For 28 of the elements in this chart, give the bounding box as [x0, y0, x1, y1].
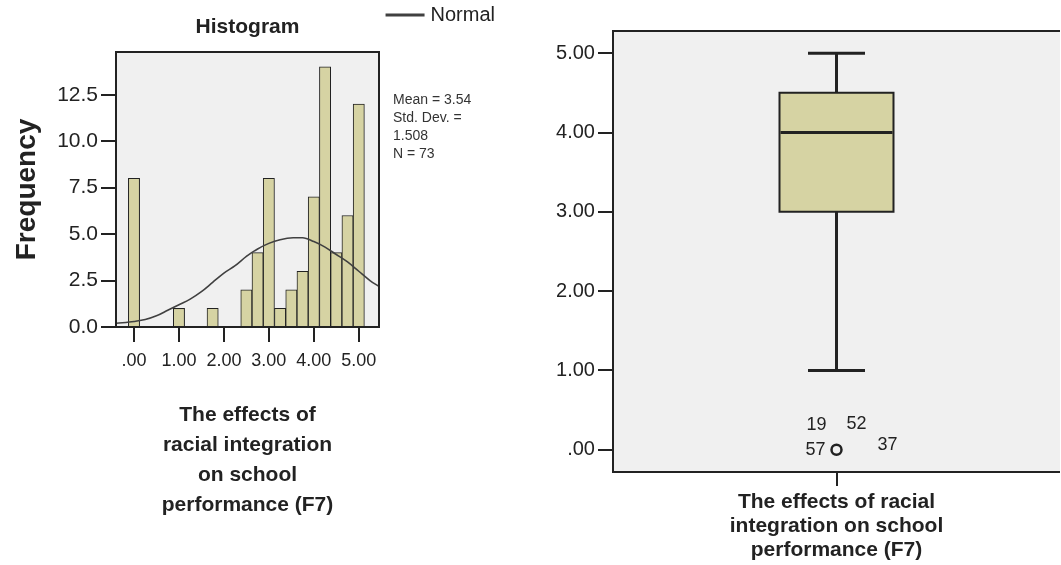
x-tick-label: 3.00	[251, 349, 287, 370]
y-tick-label: 4.00	[556, 120, 595, 143]
y-axis-title: Frequency	[9, 118, 41, 261]
y-tick-label: 2.00	[556, 278, 595, 301]
y-tick-label: 7.5	[68, 174, 98, 198]
annotation: 37	[877, 433, 898, 454]
y-tick-label: 2.5	[68, 267, 98, 291]
line-series	[116, 237, 379, 325]
y-tick-label: 10.0	[57, 127, 98, 151]
text: N = 73	[393, 144, 435, 161]
annotation: 19	[806, 413, 827, 434]
x-tick-label: 1.00	[161, 349, 197, 370]
text: Std. Dev. = 1.508	[393, 108, 462, 143]
chart-title: Histogram	[195, 13, 300, 37]
annotation: 57	[805, 438, 826, 459]
y-tick-label: .00	[567, 437, 595, 460]
legend-label: Normal	[430, 2, 495, 25]
y-tick-label: 5.00	[556, 40, 595, 63]
text: Mean = 3.54	[393, 90, 472, 107]
x-tick-label: 5.00	[341, 349, 377, 370]
x-tick-label: .00	[121, 349, 147, 370]
y-tick-label: 0.0	[68, 313, 98, 337]
y-tick-label: 12.5	[57, 81, 98, 105]
x-tick-label: 2.00	[206, 349, 242, 370]
x-tick-label: 4.00	[296, 349, 332, 370]
annotation: 52	[846, 412, 867, 433]
y-tick-label: 5.0	[68, 220, 98, 244]
y-tick-label: 3.00	[556, 199, 595, 222]
